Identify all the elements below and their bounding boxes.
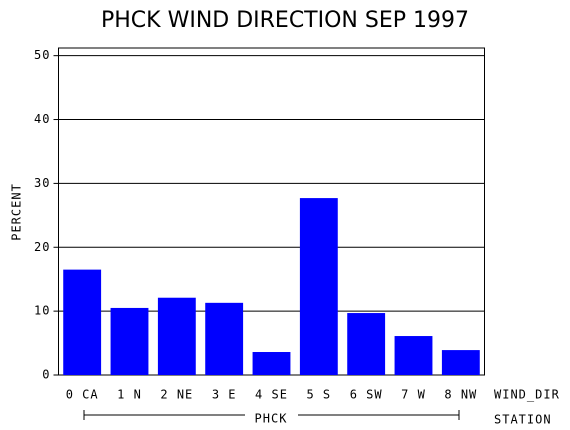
x-tick-label: 4 SE xyxy=(255,388,288,402)
bar xyxy=(205,302,244,375)
bar xyxy=(157,297,196,375)
x-tick-label: 0 CA xyxy=(66,388,99,402)
y-tick-label: 10 xyxy=(34,304,50,318)
bar xyxy=(347,313,386,375)
bar xyxy=(110,307,149,375)
x-tick-label: 2 NE xyxy=(160,388,193,402)
x-tick-label: 6 SW xyxy=(350,388,383,402)
y-axis-label: PERCENT xyxy=(10,183,24,241)
bar xyxy=(299,198,338,375)
x-tick-label: 7 W xyxy=(401,388,426,402)
y-tick-label: 50 xyxy=(34,48,50,62)
x-tick-label: 5 S xyxy=(306,388,331,402)
bar xyxy=(441,350,480,375)
x-tick-label: 3 E xyxy=(212,388,237,402)
x-tick-label: 1 N xyxy=(117,388,142,402)
x-axis-label: WIND_DIR xyxy=(494,388,560,402)
x-tick-label: 8 NW xyxy=(444,388,477,402)
y-tick-label: 30 xyxy=(34,176,50,190)
bar xyxy=(63,269,102,375)
y-tick-label: 0 xyxy=(42,368,50,382)
bar xyxy=(252,352,291,375)
group-axis-label: STATION xyxy=(494,413,552,427)
y-tick-label: 20 xyxy=(34,240,50,254)
group-label: PHCK xyxy=(255,412,288,426)
y-tick-label: 40 xyxy=(34,112,50,126)
bar xyxy=(394,336,433,375)
chart-title: PHCK WIND DIRECTION SEP 1997 xyxy=(101,8,469,33)
